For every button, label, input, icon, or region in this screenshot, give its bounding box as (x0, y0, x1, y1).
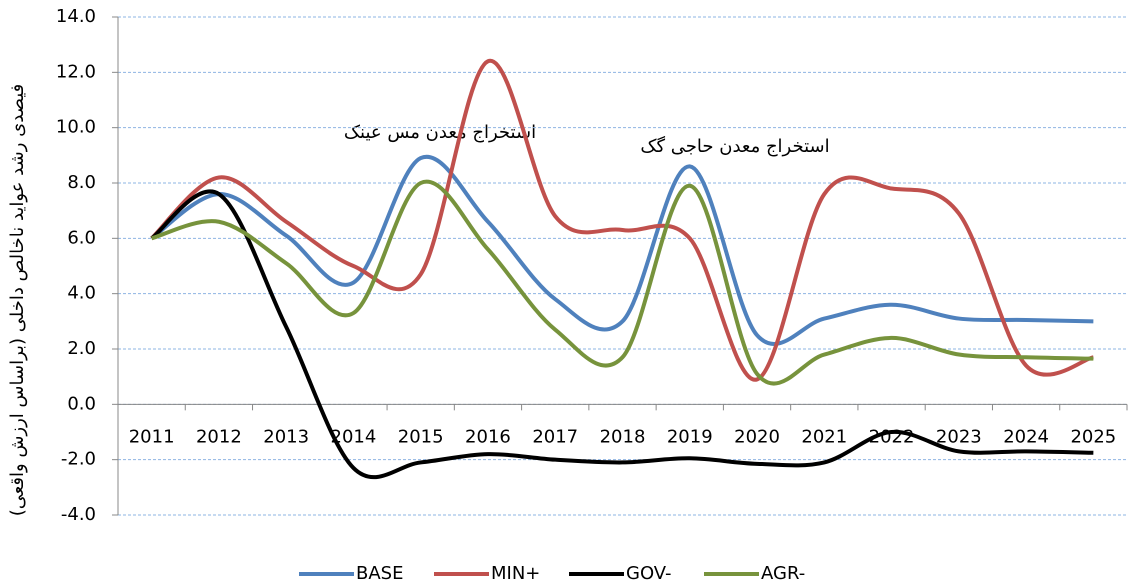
series-line (150, 189, 1094, 480)
series-line (151, 179, 1094, 386)
y-tick-label: -4.0 (61, 504, 96, 525)
x-tick-label: 2011 (129, 426, 175, 447)
y-tick-label: 0.0 (67, 393, 96, 414)
x-tick-label: 2018 (600, 426, 646, 447)
y-tick-label: 6.0 (67, 227, 96, 248)
x-tick-label: 2025 (1070, 426, 1116, 447)
y-tick-label: 10.0 (56, 117, 96, 138)
x-tick-label: 2023 (936, 426, 982, 447)
legend-label: GOV- (626, 563, 672, 584)
x-tick-label: 2013 (263, 426, 309, 447)
x-tick-label: 2021 (801, 426, 847, 447)
x-tick-label: 2012 (196, 426, 242, 447)
x-tick-label: 2020 (734, 426, 780, 447)
y-axis-label: فیصدی رشد عواید ناخالص داخلی (براساس ارز… (7, 84, 28, 517)
series-line (150, 59, 1094, 382)
y-tick-label: 12.0 (56, 61, 96, 82)
y-tick-label: 8.0 (67, 172, 96, 193)
legend-label: BASE (356, 563, 403, 584)
y-tick-label: 4.0 (67, 283, 96, 304)
legend-label: MIN+ (491, 563, 540, 584)
series-line (150, 154, 1094, 346)
annotation: استخراج معدن مس عینک (344, 122, 536, 143)
x-tick-label: 2014 (331, 426, 377, 447)
legend-label: AGR- (761, 563, 805, 584)
x-tick-label: 2017 (532, 426, 578, 447)
x-tick-label: 2015 (398, 426, 444, 447)
y-tick-label: 2.0 (67, 338, 96, 359)
x-tick-label: 2019 (667, 426, 713, 447)
annotation: استخراج معدن حاجی گک (640, 135, 829, 157)
x-tick-label: 2016 (465, 426, 511, 447)
y-tick-label: 14.0 (56, 6, 96, 27)
x-tick-label: 2024 (1003, 426, 1049, 447)
y-tick-label: -2.0 (61, 449, 96, 470)
